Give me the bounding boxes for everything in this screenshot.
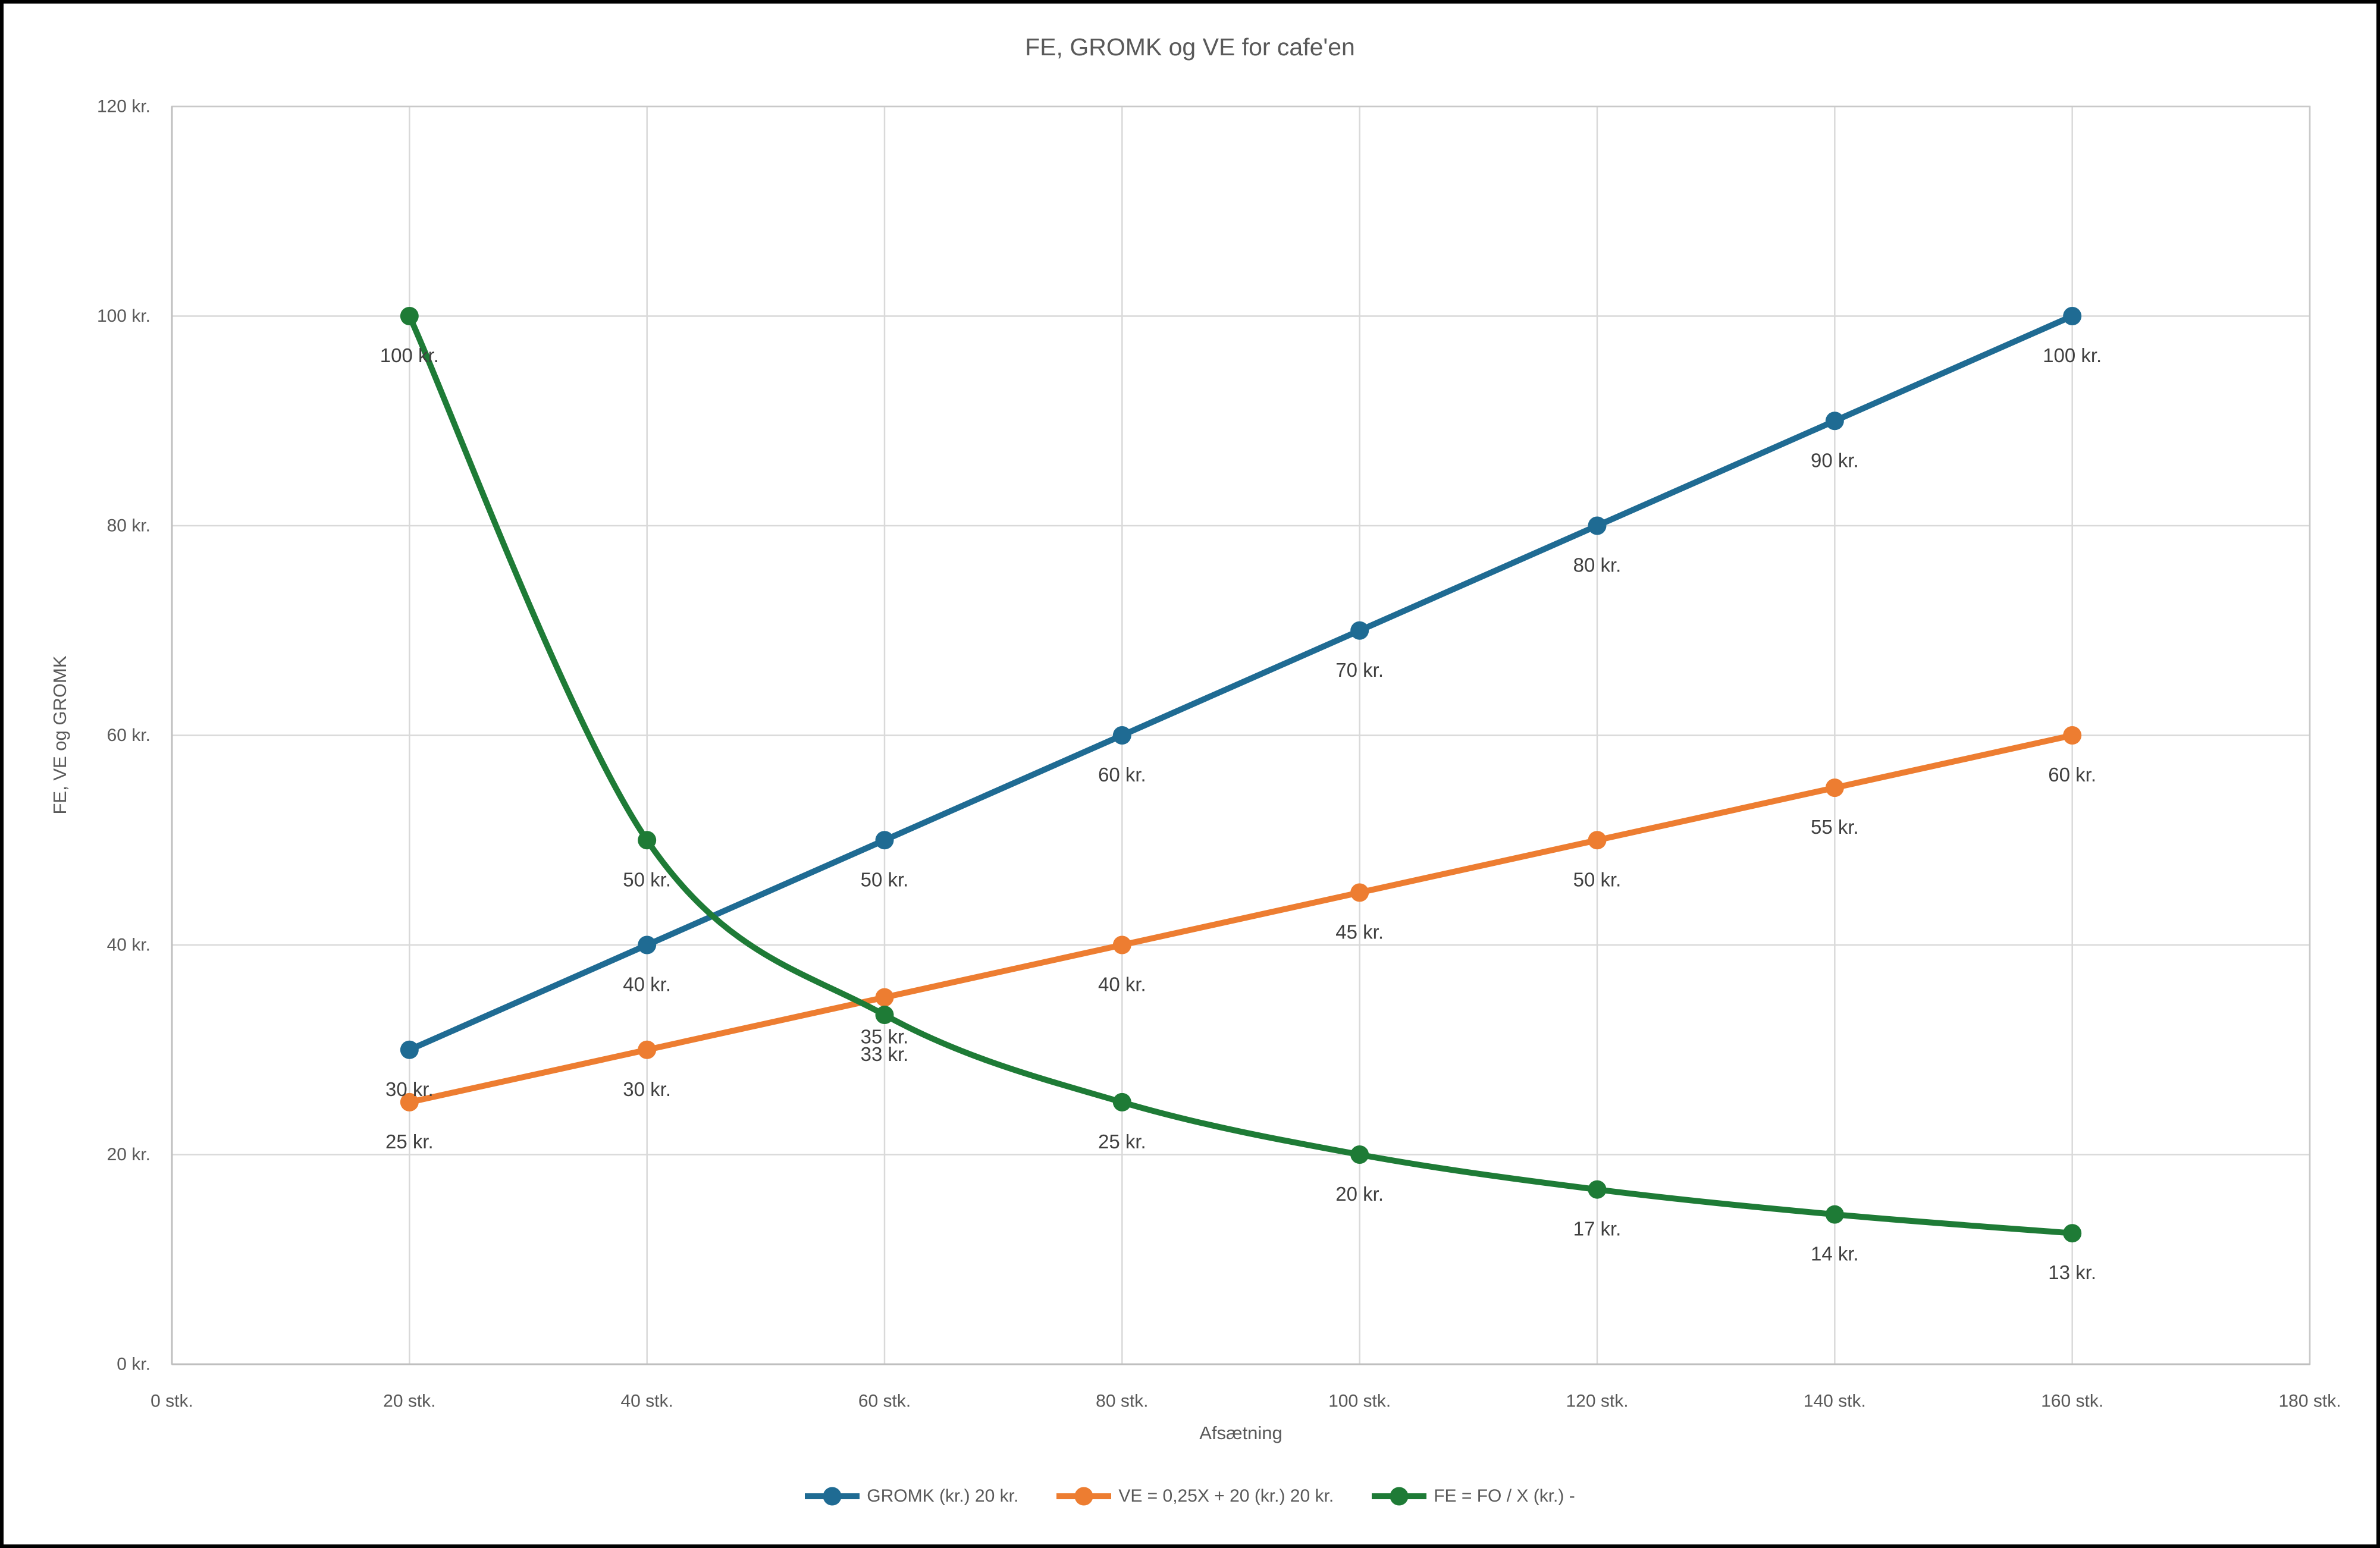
- data-point-label: 50 kr.: [623, 868, 671, 890]
- data-point-marker: [1350, 883, 1369, 902]
- data-point-marker: [1588, 516, 1607, 535]
- series-line-2: [406, 313, 2075, 1236]
- data-point-label: 60 kr.: [2048, 764, 2096, 786]
- data-point-label: 100 kr.: [2043, 344, 2102, 366]
- x-axis-title: Afsætning: [1199, 1423, 1282, 1443]
- legend-label: VE = 0,25X + 20 (kr.) 20 kr.: [1118, 1486, 1334, 1506]
- data-point-marker: [2063, 726, 2082, 745]
- data-point-label: 70 kr.: [1335, 659, 1384, 681]
- legend-item-2: FE = FO / X (kr.) -: [1372, 1486, 1575, 1507]
- data-point-label: 40 kr.: [623, 974, 671, 996]
- y-tick-label: 40 kr.: [107, 935, 150, 955]
- y-tick-label: 60 kr.: [107, 726, 150, 745]
- data-point-label: 80 kr.: [1573, 554, 1622, 576]
- data-point-label: 30 kr.: [385, 1078, 434, 1100]
- x-tick-label: 120 stk.: [1566, 1392, 1628, 1411]
- data-point-label: 25 kr.: [1098, 1131, 1146, 1153]
- data-point-label: 60 kr.: [1098, 764, 1146, 786]
- data-point-marker: [875, 831, 894, 850]
- data-point-label: 50 kr.: [1573, 868, 1622, 890]
- legend-item-1: VE = 0,25X + 20 (kr.) 20 kr.: [1056, 1486, 1334, 1507]
- series-line-1: [406, 732, 2075, 1106]
- data-point-marker: [638, 831, 657, 850]
- y-tick-label: 80 kr.: [107, 516, 150, 536]
- data-point-marker: [1112, 935, 1131, 954]
- x-tick-label: 20 stk.: [383, 1392, 435, 1411]
- data-point-marker: [1588, 831, 1607, 850]
- data-point-marker: [638, 935, 657, 954]
- data-point-label: 50 kr.: [861, 868, 909, 890]
- y-tick-label: 20 kr.: [107, 1145, 150, 1164]
- data-point-marker: [1825, 412, 1844, 431]
- data-point-label: 100 kr.: [380, 344, 439, 366]
- data-point-label: 14 kr.: [1811, 1243, 1859, 1265]
- data-point-label: 33 kr.: [861, 1043, 909, 1065]
- data-point-marker: [400, 307, 419, 325]
- x-tick-label: 0 stk.: [150, 1392, 193, 1411]
- x-tick-label: 40 stk.: [620, 1392, 673, 1411]
- data-point-label: 20 kr.: [1335, 1183, 1384, 1205]
- x-tick-label: 60 stk.: [858, 1392, 911, 1411]
- x-tick-label: 180 stk.: [2278, 1392, 2341, 1411]
- data-point-label: 90 kr.: [1811, 449, 1859, 471]
- data-point-marker: [875, 988, 894, 1007]
- data-point-marker: [1112, 1092, 1131, 1111]
- legend-marker-icon: [1056, 1487, 1112, 1506]
- plot-area: 0 kr. 20 kr. 40 kr. 60 kr. 80 kr. 100 kr. 120 …: [97, 97, 2341, 1411]
- legend-label: GROMK (kr.) 20 kr.: [867, 1486, 1019, 1506]
- data-point-marker: [1588, 1180, 1607, 1199]
- x-tick-label: 140 stk.: [1804, 1392, 1866, 1411]
- data-point-marker: [2063, 1224, 2082, 1243]
- x-tick-label: 100 stk.: [1328, 1392, 1391, 1411]
- y-tick-label: 120 kr.: [97, 97, 150, 117]
- data-point-label: 45 kr.: [1335, 921, 1384, 943]
- data-point-marker: [400, 1092, 419, 1111]
- data-point-label: 35 kr.: [861, 1026, 909, 1048]
- data-point-marker: [875, 1006, 894, 1025]
- data-point-label: 30 kr.: [623, 1078, 671, 1100]
- data-point-marker: [400, 1040, 419, 1059]
- data-point-label: 13 kr.: [2048, 1261, 2096, 1283]
- legend-label: FE = FO / X (kr.) -: [1434, 1486, 1575, 1506]
- legend-marker-icon: [1372, 1487, 1427, 1506]
- data-point-label: 55 kr.: [1811, 816, 1859, 838]
- data-point-marker: [1350, 621, 1369, 640]
- y-tick-label: 100 kr.: [97, 306, 150, 326]
- data-point-marker: [638, 1040, 657, 1059]
- data-point-marker: [1825, 778, 1844, 797]
- series-line-0: [406, 313, 2075, 1053]
- data-point-marker: [2063, 307, 2082, 325]
- x-tick-label: 160 stk.: [2041, 1392, 2103, 1411]
- data-point-marker: [1350, 1145, 1369, 1164]
- data-point-label: 40 kr.: [1098, 974, 1146, 996]
- data-point-label: 17 kr.: [1573, 1218, 1622, 1240]
- data-point-marker: [1825, 1205, 1844, 1224]
- data-point-marker: [1112, 726, 1131, 745]
- legend-marker-icon: [805, 1487, 860, 1506]
- legend: GROMK (kr.) 20 kr. VE = 0,25X + 20 (kr.) …: [4, 1486, 2376, 1507]
- legend-item-0: GROMK (kr.) 20 kr.: [805, 1486, 1018, 1507]
- x-tick-label: 80 stk.: [1096, 1392, 1148, 1411]
- data-point-label: 25 kr.: [385, 1131, 434, 1153]
- y-tick-label: 0 kr.: [117, 1355, 150, 1374]
- chart-title: FE, GROMK og VE for cafe'en: [1025, 33, 1355, 61]
